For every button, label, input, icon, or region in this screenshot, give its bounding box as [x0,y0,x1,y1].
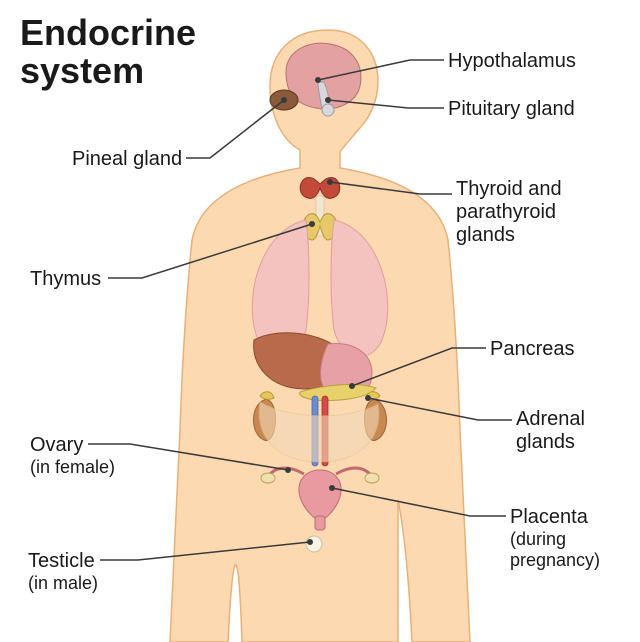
label-placenta: Placenta(during pregnancy) [510,506,600,570]
label-adrenal: Adrenal glands [516,408,585,454]
label-ovary-sub: (in female) [30,457,115,478]
title-line1: Endocrine [20,12,196,53]
label-pancreas: Pancreas [490,338,575,361]
label-pineal: Pineal gland [72,148,182,171]
diagram-stage: Endocrine system Hypothalamus Pituitary g… [0,0,640,642]
label-testicle-sub: (in male) [28,573,98,594]
diagram-title: Endocrine system [20,14,196,90]
label-thyroid: Thyroid and parathyroid glands [456,178,562,247]
label-pituitary: Pituitary gland [448,98,575,121]
label-placenta-sub: (during pregnancy) [510,529,600,570]
label-thymus: Thymus [30,268,101,291]
title-line2: system [20,50,144,91]
label-hypothalamus: Hypothalamus [448,50,576,73]
label-testicle: Testicle(in male) [28,550,98,594]
label-ovary: Ovary(in female) [30,434,115,478]
